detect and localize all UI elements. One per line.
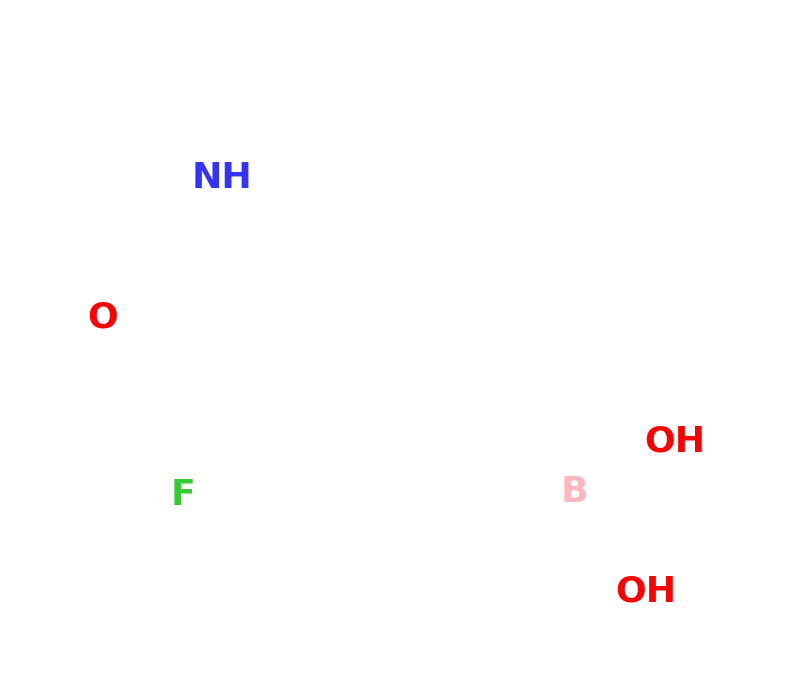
Text: OH: OH: [645, 425, 706, 459]
Text: OH: OH: [615, 575, 677, 609]
Text: O: O: [88, 301, 118, 335]
Text: NH: NH: [192, 161, 252, 195]
Text: B: B: [560, 475, 588, 509]
Text: F: F: [170, 478, 195, 512]
